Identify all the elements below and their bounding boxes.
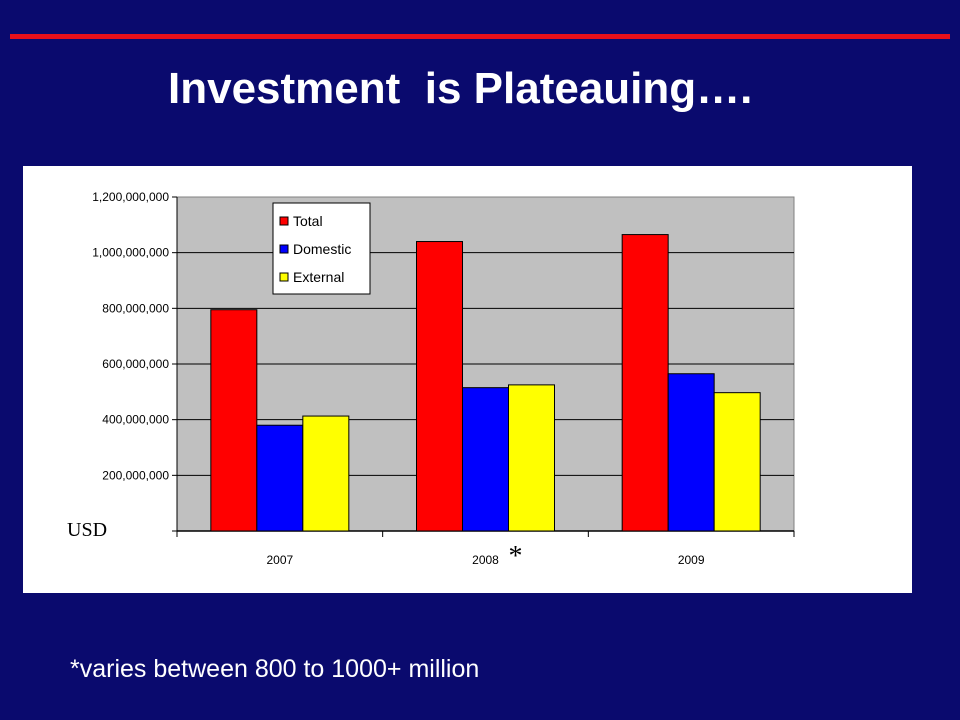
y-tick-label: 200,000,000 [102,468,169,482]
y-tick-label: 1,000,000,000 [92,246,169,260]
bar-domestic-2007 [256,424,304,532]
footnote: *varies between 800 to 1000+ million [70,655,480,683]
title-divider-line [10,34,950,39]
y-tick-label: 800,000,000 [102,301,169,315]
y-tick-label: 600,000,000 [102,357,169,371]
bar-total-2008 [416,241,463,532]
legend-swatch-domestic [279,244,289,254]
bar-total-2009 [621,234,669,532]
legend-label-domestic: Domestic [293,241,351,257]
chart-panel: 200,000,000 400,000,000 600,000,000 800,000… [23,166,912,593]
legend-swatch-external [279,272,289,282]
legend-label-external: External [293,269,344,285]
slide-title: Investment is Plateauing…. [168,64,753,113]
legend-swatch-total [279,216,289,226]
bar-domestic-2008 [462,387,509,532]
y-tick-label: 400,000,000 [102,413,169,427]
x-tick-label: 2009 [678,553,705,567]
y-tick-label: 1,200,000,000 [92,190,169,204]
x-tick-label: 2007 [266,553,293,567]
annotation-asterisk: * [509,541,523,572]
legend-box [272,202,371,295]
x-tick-label: 2008 [472,553,499,567]
bar-domestic-2009 [667,373,715,532]
bar-total-2007 [210,309,258,532]
y-axis-label: USD [67,519,107,541]
bar-external-2008 [508,384,555,532]
legend-label-total: Total [293,213,323,229]
bar-external-2009 [713,392,761,532]
bar-external-2007 [302,415,350,532]
bar-chart: 200,000,000 400,000,000 600,000,000 800,000… [67,190,795,572]
